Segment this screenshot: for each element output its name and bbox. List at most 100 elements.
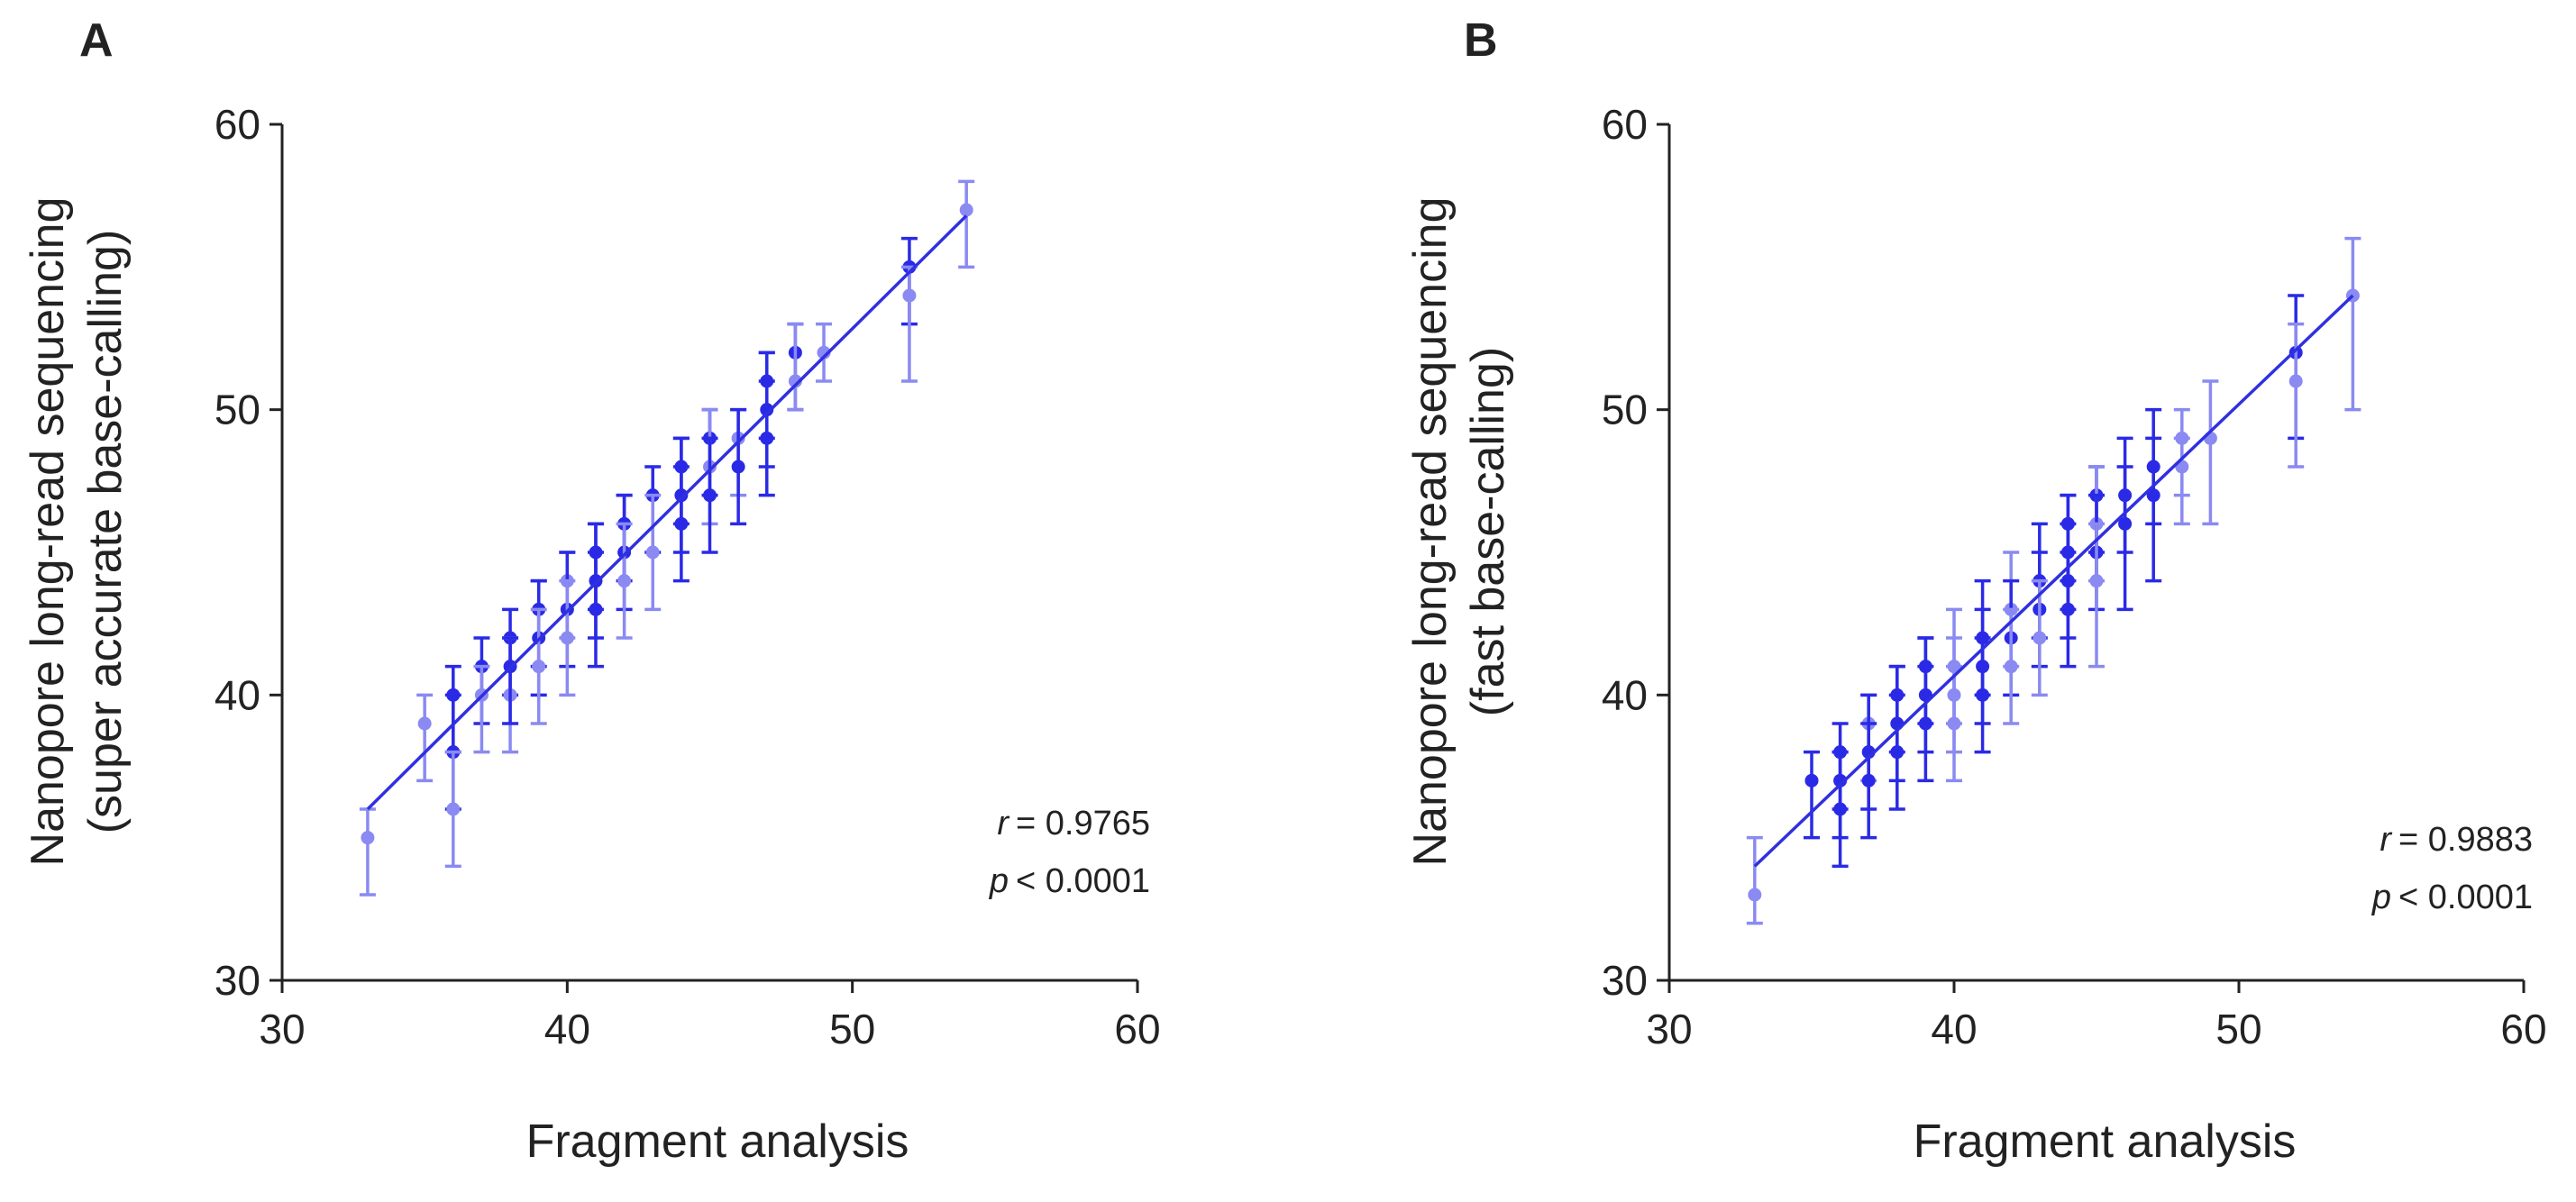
p-stat-b: p < 0.0001 — [2371, 879, 2533, 916]
data-point-a — [417, 716, 432, 731]
y-axis-title-b: Nanopore long-read sequencing (fast base… — [1404, 197, 1514, 867]
r-label-b: r — [2380, 821, 2392, 859]
y-tick-label-b: 50 — [1602, 387, 1648, 433]
data-point-group-b — [1832, 750, 1849, 869]
p-stat-a: p < 0.0001 — [989, 862, 1150, 900]
data-point-a — [617, 574, 632, 588]
x-tick-label-a: 30 — [259, 1006, 305, 1052]
data-point-group-a — [444, 750, 461, 869]
p-value-a: < 0.0001 — [1016, 862, 1150, 900]
r-label-a: r — [997, 805, 1009, 842]
data-point-b — [1918, 716, 1932, 731]
x-tick-label-a: 50 — [829, 1006, 875, 1052]
data-point-b — [1833, 802, 1848, 816]
data-point-group-a — [958, 179, 975, 269]
data-point-group-b — [1917, 664, 1934, 783]
data-point-b — [1890, 745, 1905, 760]
data-point-a — [817, 345, 831, 360]
regression-line-b — [1753, 294, 2354, 868]
plot-area-a: 30 40 50 60 30 40 50 60 — [215, 101, 1161, 1052]
data-point-group-b — [1946, 664, 1962, 783]
y-tick-label-a: 50 — [215, 387, 260, 433]
data-point-a — [560, 631, 574, 645]
data-point-group-a — [473, 664, 490, 754]
data-point-a — [361, 831, 375, 845]
data-point-a — [532, 660, 546, 674]
stats-annotation-a: r = 0.9765 p < 0.0001 — [989, 805, 1150, 900]
x-axis-title-b: Fragment analysis — [1914, 1115, 2297, 1168]
y-tick-label-b: 40 — [1602, 671, 1648, 718]
data-point-b — [2118, 516, 2133, 531]
data-point-group-a — [730, 407, 747, 526]
data-point-a — [589, 602, 603, 616]
data-point-a — [645, 545, 660, 560]
data-point-group-a — [530, 607, 547, 725]
x-tick-label-a: 60 — [1114, 1006, 1160, 1052]
data-point-group-b — [2003, 607, 2020, 725]
panel-letter-b: B — [1464, 14, 1498, 67]
data-point-group-a — [502, 636, 519, 725]
data-point-group-a — [900, 265, 918, 383]
y-axis-title-a: Nanopore long-read sequencing (super acc… — [22, 197, 132, 867]
data-point-group-a — [616, 522, 633, 640]
plot-area-b: 30 40 50 60 30 40 50 60 — [1602, 101, 2547, 1052]
data-point-a — [703, 488, 717, 503]
data-point-b — [1748, 888, 1762, 902]
y-tick-label-a: 60 — [215, 101, 260, 148]
r-value-b: = 0.9883 — [2398, 821, 2533, 859]
stats-annotation-b: r = 0.9883 p < 0.0001 — [2371, 821, 2533, 916]
data-point-group-b — [1974, 636, 1991, 754]
data-point-b — [2004, 660, 2018, 674]
y-tick-label-a: 30 — [215, 957, 260, 1004]
x-tick-label-b: 40 — [1931, 1006, 1977, 1052]
data-point-group-a — [559, 578, 576, 697]
data-point-b — [1861, 773, 1876, 788]
y-tick-label-b: 60 — [1602, 101, 1648, 148]
data-point-group-a — [816, 322, 833, 383]
panel-a: A Nanopore long-read sequencing (super a… — [22, 14, 1161, 1168]
data-point-group-b — [2031, 578, 2048, 697]
p-value-b: < 0.0001 — [2398, 879, 2533, 916]
r-value-a: = 0.9765 — [1016, 805, 1150, 842]
x-tick-label-b: 60 — [2500, 1006, 2546, 1052]
data-point-a — [902, 288, 917, 303]
data-point-group-a — [359, 807, 376, 897]
y-axis-title-line1-b: Nanopore long-read sequencing — [1404, 197, 1457, 867]
panel-b: B Nanopore long-read sequencing (fast ba… — [1404, 14, 2547, 1168]
data-point-group-a — [587, 551, 604, 669]
panel-letter-a: A — [79, 14, 114, 67]
data-point-a — [788, 374, 802, 388]
y-axis-title-line1-a: Nanopore long-read sequencing — [22, 197, 74, 867]
data-point-b — [2060, 602, 2075, 616]
data-point-group-b — [2116, 465, 2133, 612]
r-stat-a: r = 0.9765 — [997, 805, 1150, 842]
data-point-group-a — [644, 493, 662, 612]
data-point-group-b — [1746, 835, 1763, 925]
y-axis-title-line2-b: (fast base-calling) — [1462, 347, 1514, 716]
data-point-group-b — [2088, 522, 2105, 669]
x-axis-title-a: Fragment analysis — [526, 1115, 909, 1168]
data-point-group-b — [2145, 436, 2162, 583]
data-point-group-b — [2344, 236, 2361, 412]
y-tick-label-a: 40 — [215, 671, 260, 718]
data-point-group-a — [672, 465, 690, 583]
data-point-b — [1804, 773, 1819, 788]
data-point-b — [2032, 631, 2047, 645]
data-point-group-b — [1888, 693, 1905, 811]
data-point-a — [731, 460, 745, 474]
r-stat-b: r = 0.9883 — [2380, 821, 2533, 859]
data-point-group-b — [2202, 379, 2219, 526]
data-point-group-a — [758, 379, 775, 497]
data-point-group-a — [416, 693, 434, 783]
x-tick-label-b: 30 — [1646, 1006, 1692, 1052]
data-point-group-b — [2060, 551, 2077, 669]
y-tick-label-b: 30 — [1602, 957, 1648, 1004]
data-point-a — [959, 203, 973, 217]
data-point-group-b — [1804, 750, 1820, 840]
data-point-b — [2089, 574, 2104, 588]
y-axis-title-line2-a: (super accurate base-calling) — [79, 230, 132, 834]
data-point-group-a — [787, 322, 804, 412]
data-point-group-b — [1860, 722, 1877, 840]
x-tick-label-a: 40 — [544, 1006, 590, 1052]
